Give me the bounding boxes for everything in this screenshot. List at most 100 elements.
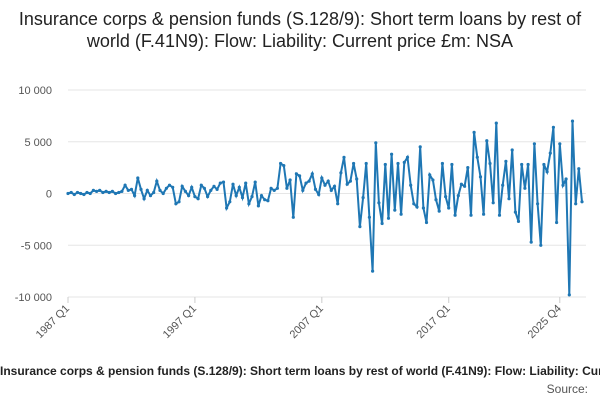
x-axis: 1987 Q1 1997 Q1 2007 Q1 2017 Q1 2025 Q4 [34, 297, 564, 341]
data-point [231, 182, 235, 186]
data-point [564, 177, 568, 181]
data-point [580, 200, 584, 204]
data-point [164, 186, 168, 190]
data-point [529, 240, 533, 244]
data-point [466, 166, 470, 170]
data-point [221, 180, 226, 184]
data-point [161, 191, 165, 196]
data-point [323, 183, 327, 187]
data-point [133, 194, 137, 198]
data-point [190, 185, 194, 189]
data-point [136, 176, 140, 180]
data-point [352, 161, 356, 166]
data-point [107, 190, 111, 195]
y-tick-label: 0 [46, 189, 52, 201]
legend: Insurance corps & pension funds (S.128/9… [0, 364, 600, 378]
data-point [463, 184, 467, 188]
data-point [244, 181, 248, 185]
data-point [171, 185, 175, 189]
data-point [542, 162, 546, 167]
data-point [69, 190, 73, 195]
data-point [237, 185, 241, 189]
data-point [85, 190, 89, 195]
data-point [336, 202, 340, 206]
data-point [142, 197, 146, 201]
data-point [228, 200, 232, 204]
data-point [167, 183, 172, 187]
data-point [482, 212, 486, 216]
data-point [193, 195, 197, 199]
data-point [456, 194, 460, 198]
data-point [209, 188, 213, 192]
data-point [272, 188, 276, 192]
data-point [424, 220, 429, 225]
data-point [218, 181, 222, 185]
data-point [339, 171, 343, 175]
data-point [348, 179, 352, 183]
data-point [491, 201, 495, 205]
data-point [504, 159, 508, 163]
data-point [399, 212, 403, 216]
data-point [206, 195, 210, 199]
data-point [240, 196, 245, 200]
x-tick-label: 1997 Q1 [161, 303, 199, 341]
data-point [539, 243, 543, 247]
data-point [256, 204, 260, 208]
data-point [263, 198, 267, 202]
data-point [72, 192, 76, 197]
data-point [95, 189, 99, 193]
data-point [269, 186, 273, 190]
data-point [472, 130, 476, 134]
data-point [183, 189, 187, 193]
data-point [266, 199, 270, 203]
data-point [567, 293, 571, 297]
data-point [313, 187, 318, 191]
data-point [577, 167, 581, 171]
data-point [88, 191, 92, 196]
data-point [298, 174, 302, 178]
data-point [510, 148, 514, 152]
data-point [555, 220, 559, 225]
data-point [371, 269, 375, 273]
y-tick-label: -5 000 [21, 240, 52, 252]
x-tick-label: 2007 Q1 [288, 303, 326, 341]
data-point [405, 155, 410, 159]
data-point [374, 141, 378, 145]
data-point [450, 162, 454, 167]
data-point [440, 161, 444, 166]
data-point [412, 202, 416, 206]
data-point [288, 178, 292, 182]
data-point [155, 179, 159, 183]
series-line [67, 121, 583, 295]
data-point [250, 195, 254, 199]
data-point [469, 213, 473, 217]
data-point [285, 186, 289, 190]
data-point [82, 192, 86, 197]
data-point [485, 139, 489, 143]
data-point [361, 196, 365, 200]
data-point [345, 182, 349, 186]
data-point [497, 213, 502, 217]
data-point [174, 202, 178, 206]
data-point [574, 202, 578, 206]
data-point [123, 183, 127, 187]
data-point [104, 189, 108, 193]
data-point [526, 162, 530, 167]
data-point [380, 221, 384, 226]
data-point [152, 190, 156, 195]
data-point [196, 197, 200, 201]
data-point [275, 186, 279, 190]
y-axis: 10 000 5 000 0 -5 000 -10 000 [15, 85, 52, 304]
data-point [304, 181, 308, 185]
data-point [212, 184, 216, 188]
data-point [355, 177, 359, 181]
data-point [383, 162, 387, 167]
data-point [453, 213, 457, 217]
data-point [282, 164, 286, 168]
data-point [129, 187, 134, 191]
data-point [75, 190, 80, 195]
data-point [428, 173, 432, 177]
data-point [507, 197, 511, 201]
y-tick-label: 5 000 [24, 137, 52, 149]
